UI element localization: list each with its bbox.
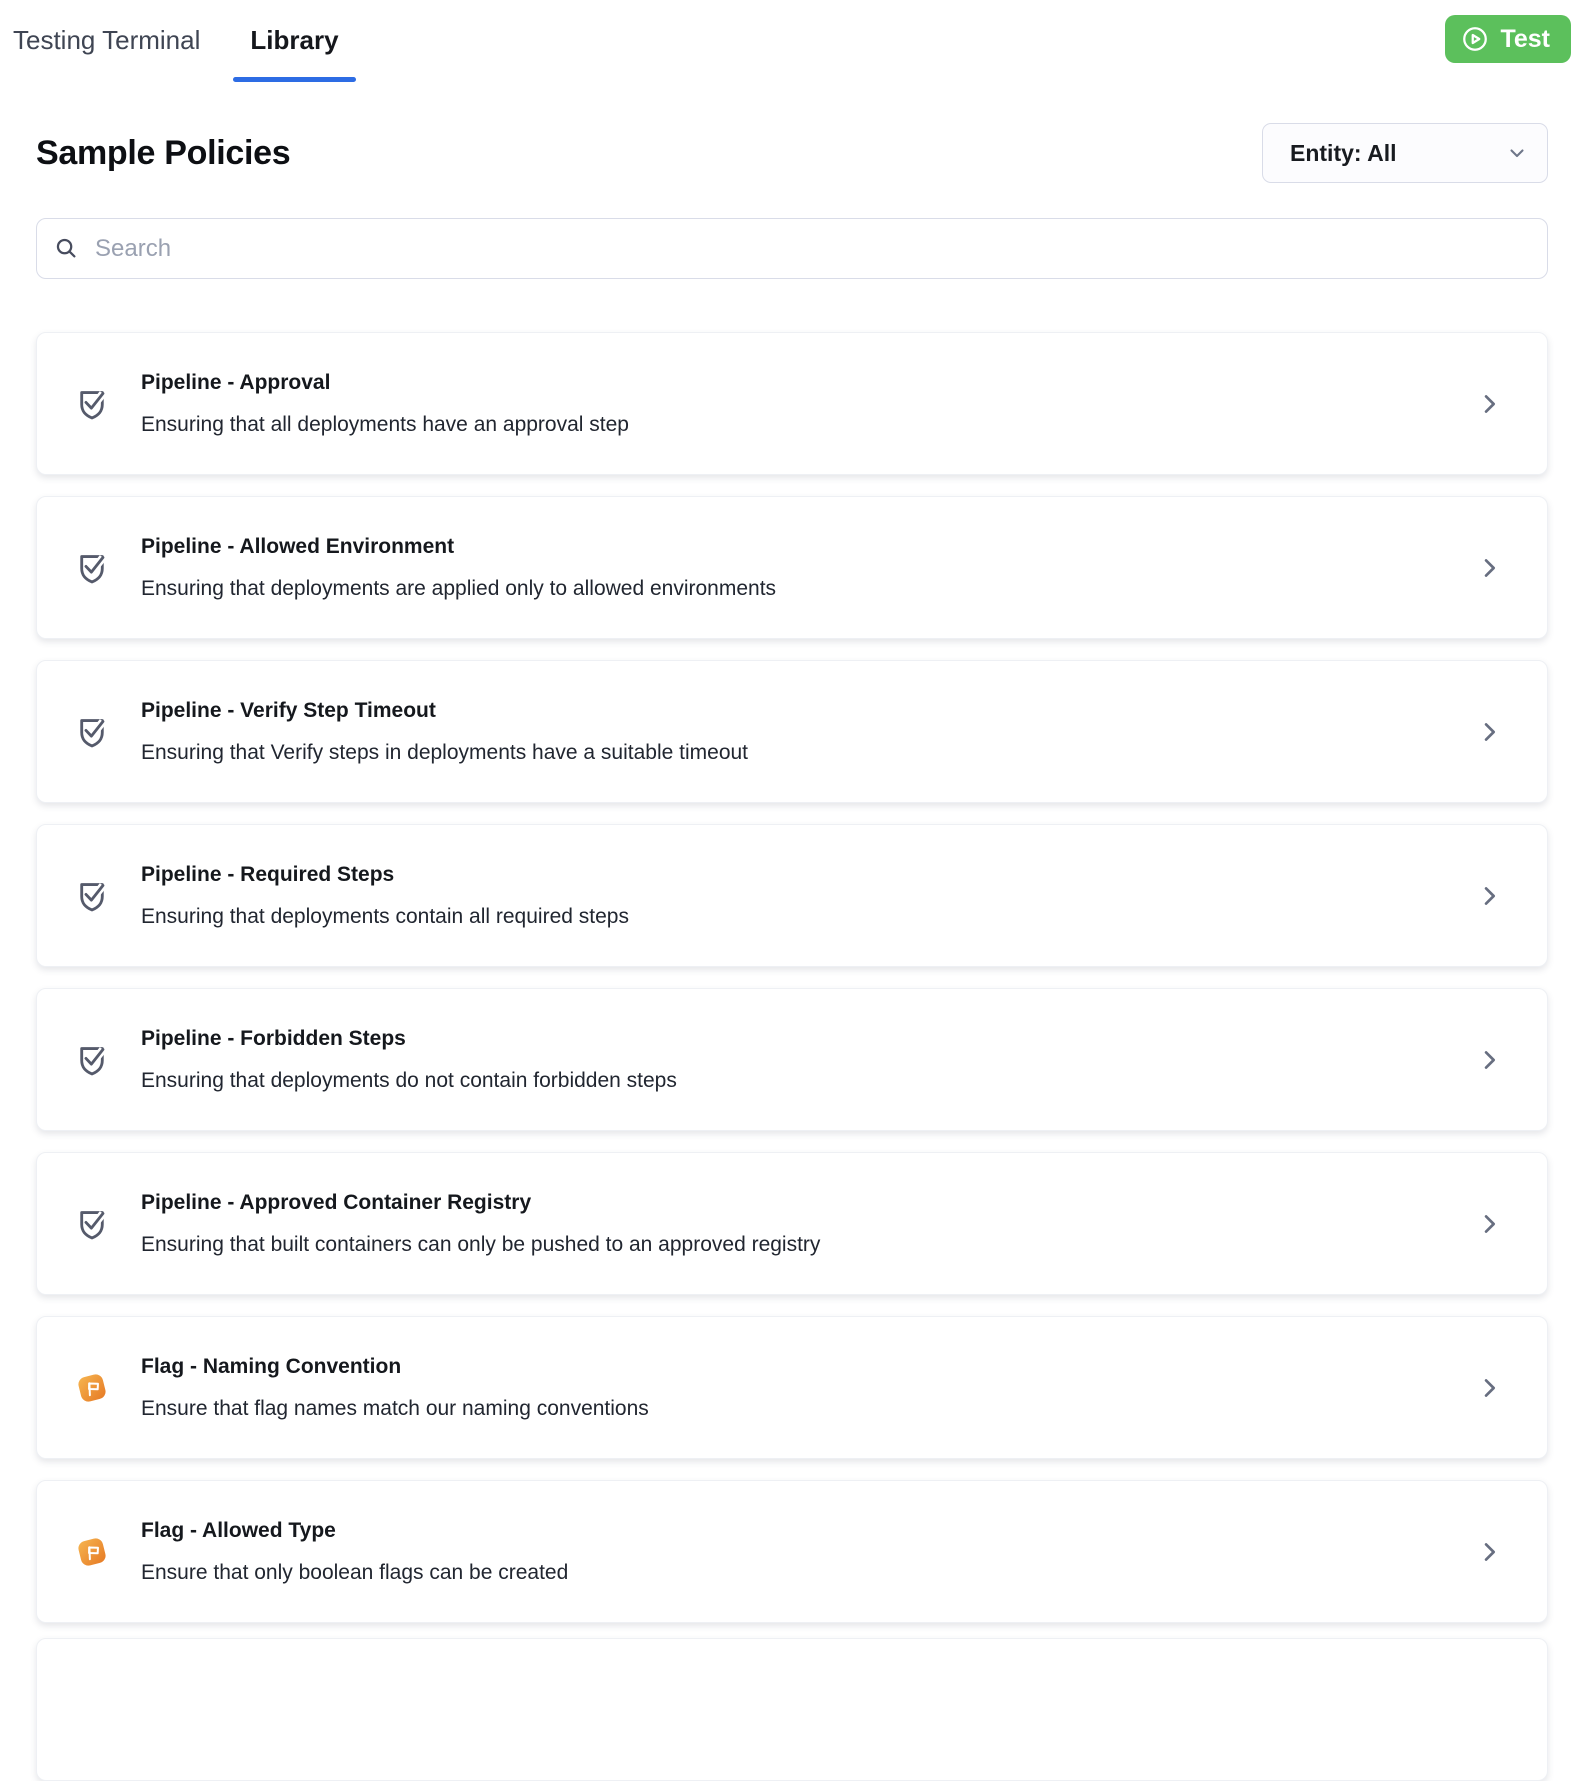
policy-title: Pipeline - Approval xyxy=(141,370,331,394)
policy-description: Ensuring that deployments do not contain… xyxy=(141,1069,677,1092)
shield-check-icon xyxy=(80,882,107,911)
search-bar[interactable] xyxy=(36,218,1548,279)
library-content: Sample Policies Entity: All xyxy=(0,123,1584,1781)
policy-card[interactable]: Pipeline - Allowed Environment Ensuring … xyxy=(36,496,1548,639)
flag-icon xyxy=(78,1373,106,1402)
policy-description: Ensuring that Verify steps in deployment… xyxy=(141,741,749,764)
chevron-right-icon xyxy=(1475,718,1503,746)
policy-description: Ensuring that built containers can only … xyxy=(141,1233,821,1256)
policy-title: Pipeline - Required Steps xyxy=(141,862,395,886)
search-input[interactable] xyxy=(93,233,1531,264)
tab-label: Library xyxy=(250,25,339,55)
policy-description: Ensuring that all deployments have an ap… xyxy=(141,413,629,436)
test-button[interactable]: Test xyxy=(1445,15,1571,63)
chevron-right-icon xyxy=(1475,1374,1503,1402)
chevron-right-icon xyxy=(1475,1210,1503,1238)
active-tab-indicator xyxy=(233,77,356,82)
tab-library[interactable]: Library xyxy=(233,25,356,82)
entity-filter-value: Entity: All xyxy=(1290,139,1397,166)
policy-card[interactable]: Flag - Allowed Type Ensure that only boo… xyxy=(36,1480,1548,1623)
policy-title: Pipeline - Forbidden Steps xyxy=(141,1026,406,1050)
partial-policy-card xyxy=(36,1638,1548,1781)
policy-title: Pipeline - Verify Step Timeout xyxy=(141,698,436,722)
search-icon xyxy=(53,235,80,262)
header: Testing Terminal Library Test xyxy=(0,0,1584,82)
shield-check-icon xyxy=(80,1210,107,1239)
chevron-right-icon xyxy=(1475,554,1503,582)
shield-check-icon xyxy=(80,390,107,419)
chevron-right-icon xyxy=(1475,390,1503,418)
play-circle-icon xyxy=(1460,24,1490,54)
entity-filter-dropdown[interactable]: Entity: All xyxy=(1262,123,1548,183)
policy-title: Pipeline - Allowed Environment xyxy=(141,534,455,558)
policy-description: Ensuring that deployments are applied on… xyxy=(141,577,777,600)
test-button-label: Test xyxy=(1500,24,1550,53)
policy-card[interactable]: Pipeline - Approved Container Registry E… xyxy=(36,1152,1548,1295)
shield-check-icon xyxy=(80,554,107,583)
chevron-right-icon xyxy=(1475,1046,1503,1074)
policy-list: Pipeline - Approval Ensuring that all de… xyxy=(36,332,1548,1781)
policy-description: Ensure that only boolean flags can be cr… xyxy=(141,1561,569,1584)
heading-row: Sample Policies Entity: All xyxy=(36,123,1548,183)
policy-description: Ensure that flag names match our naming … xyxy=(141,1397,649,1420)
policy-card[interactable]: Pipeline - Approval Ensuring that all de… xyxy=(36,332,1548,475)
policy-card[interactable]: Pipeline - Verify Step Timeout Ensuring … xyxy=(36,660,1548,803)
chevron-right-icon xyxy=(1475,882,1503,910)
policy-card[interactable]: Pipeline - Required Steps Ensuring that … xyxy=(36,824,1548,967)
page-title: Sample Policies xyxy=(36,133,291,172)
tab-testing-terminal[interactable]: Testing Terminal xyxy=(13,26,200,54)
policy-title: Pipeline - Approved Container Registry xyxy=(141,1190,532,1214)
shield-check-icon xyxy=(80,1046,107,1075)
shield-check-icon xyxy=(80,718,107,747)
policy-card[interactable]: Pipeline - Forbidden Steps Ensuring that… xyxy=(36,988,1548,1131)
chevron-down-icon xyxy=(1505,141,1529,165)
tab-label: Testing Terminal xyxy=(13,25,201,55)
policy-description: Ensuring that deployments contain all re… xyxy=(141,905,629,928)
flag-icon xyxy=(78,1537,106,1566)
policy-title: Flag - Naming Convention xyxy=(141,1354,402,1378)
tab-bar: Testing Terminal Library xyxy=(13,25,1571,82)
chevron-right-icon xyxy=(1475,1538,1503,1566)
policy-card[interactable]: Flag - Naming Convention Ensure that fla… xyxy=(36,1316,1548,1459)
policy-title: Flag - Allowed Type xyxy=(141,1518,336,1542)
